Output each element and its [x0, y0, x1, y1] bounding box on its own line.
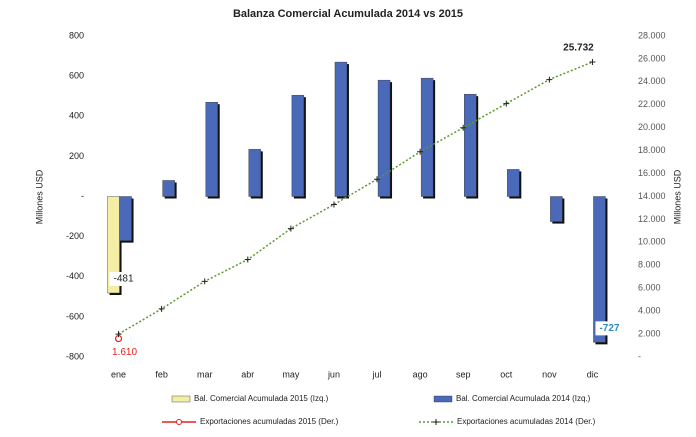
y-tick-label: 200 [69, 151, 84, 161]
x-tick-label: feb [155, 369, 168, 379]
x-tick-label: may [282, 369, 300, 379]
bar [334, 61, 348, 197]
y2-tick-label: 2.000 [638, 328, 661, 338]
x-tick-label: mar [197, 369, 213, 379]
x-tick-label: abr [241, 369, 254, 379]
legend-label: Bal. Comercial Acumulada 2015 (Izq.) [194, 394, 329, 403]
y-tick-label: -400 [66, 271, 84, 281]
y-tick-label: 800 [69, 30, 84, 40]
line [118, 61, 593, 335]
bar [550, 196, 563, 222]
y2-tick-label: 28.000 [638, 30, 666, 40]
marker [330, 201, 337, 208]
y2-axis-label: Millones USD [672, 169, 682, 224]
y2-tick-label: 20.000 [638, 122, 666, 132]
y2-tick-label: - [638, 351, 641, 361]
y-axis-label: Millones USD [34, 169, 44, 224]
bar [205, 102, 218, 197]
bar [507, 169, 520, 197]
chart-title: Balanza Comercial Acumulada 2014 vs 2015 [233, 8, 463, 20]
legend-marker [433, 419, 439, 425]
x-tick-label: ago [413, 369, 428, 379]
y2-tick-label: 10.000 [638, 237, 666, 247]
y2-tick-label: 16.000 [638, 168, 666, 178]
marker [244, 256, 251, 263]
x-tick-label: dic [587, 369, 599, 379]
y-tick-label: -600 [66, 311, 84, 321]
x-tick-label: jul [372, 369, 382, 379]
label-bg [595, 321, 624, 336]
x-tick-label: nov [542, 369, 557, 379]
legend-label: Bal. Comercial Acumulada 2014 (Izq.) [456, 394, 591, 403]
bar [593, 196, 606, 343]
marker [201, 278, 208, 285]
legend-label: Exportaciones acumuladas 2014 (Der.) [457, 417, 596, 426]
y2-tick-label: 12.000 [638, 214, 666, 224]
legend-swatch [171, 395, 191, 403]
y2-tick-label: 14.000 [638, 191, 666, 201]
x-tick-label: jun [327, 369, 340, 379]
marker [287, 225, 294, 232]
x-tick-label: ene [111, 369, 126, 379]
bar [162, 180, 175, 197]
bar [107, 196, 120, 294]
y2-tick-label: 24.000 [638, 76, 666, 86]
marker [417, 148, 424, 155]
legend-label: Exportaciones acumuladas 2015 (Der.) [200, 417, 339, 426]
data-label: 25.732 [563, 43, 594, 54]
marker [158, 305, 165, 312]
bar [464, 93, 477, 197]
y-tick-label: - [81, 191, 84, 201]
marker [503, 100, 510, 107]
y-tick-label: -200 [66, 231, 84, 241]
marker [115, 331, 122, 338]
bar [377, 79, 391, 197]
marker [546, 76, 553, 83]
y2-tick-label: 26.000 [638, 53, 666, 63]
data-label: -481 [114, 274, 134, 285]
marker [460, 124, 467, 131]
y-tick-label: -800 [66, 351, 84, 361]
legend-swatch [433, 395, 453, 403]
y2-tick-label: 4.000 [638, 306, 661, 316]
label-bg [109, 272, 138, 287]
bar [420, 77, 434, 197]
bar [119, 196, 132, 241]
y2-tick-label: 22.000 [638, 99, 666, 109]
data-label: 1.610 [112, 347, 137, 358]
bar [291, 94, 305, 197]
y-tick-label: 600 [69, 71, 84, 81]
legend-marker [176, 419, 182, 425]
bar [248, 149, 261, 197]
marker [589, 59, 596, 66]
x-tick-label: sep [456, 369, 471, 379]
x-tick-label: oct [500, 369, 513, 379]
data-label: -727 [599, 323, 619, 334]
marker [374, 176, 381, 183]
y2-tick-label: 6.000 [638, 283, 661, 293]
y2-tick-label: 18.000 [638, 145, 666, 155]
y-tick-label: 400 [69, 111, 84, 121]
y2-tick-label: 8.000 [638, 260, 661, 270]
